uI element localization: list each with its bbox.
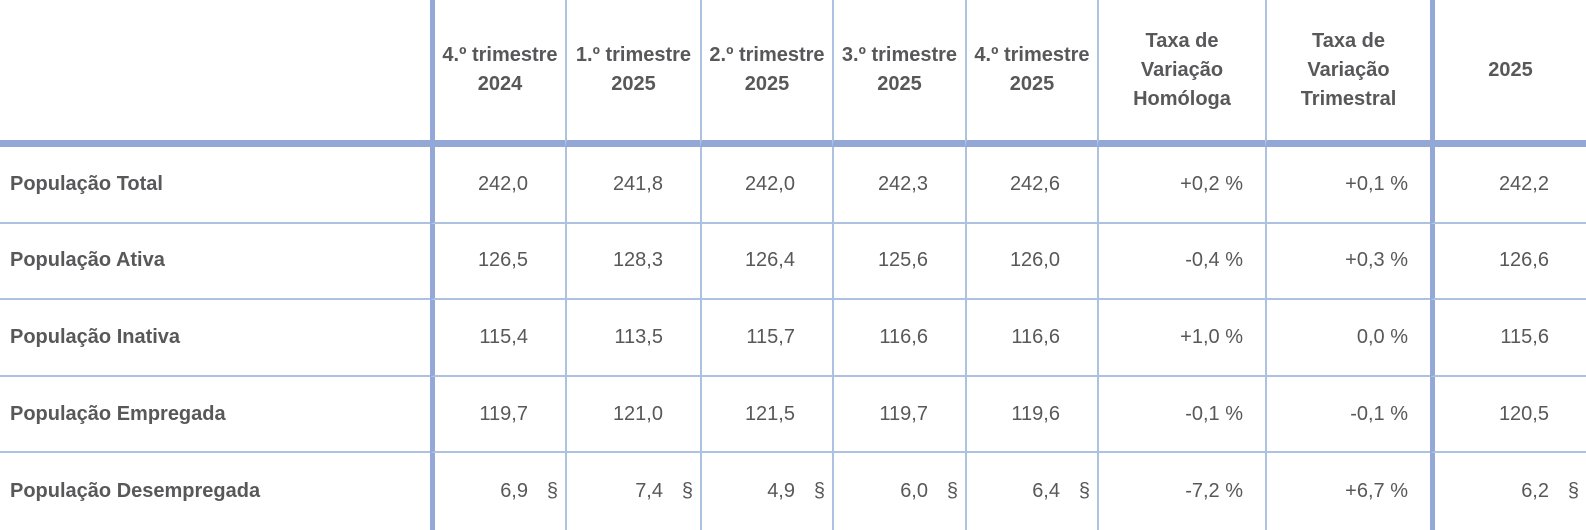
cell-annual: 120,5 (1430, 376, 1586, 454)
table-cell: 115,7 (700, 300, 832, 377)
cell-value: 116,6 (879, 325, 928, 348)
row-label-populacao-ativa: População Ativa (0, 224, 430, 301)
cell-value: 4,9 (767, 480, 795, 503)
cell-value: 116,6 (1011, 325, 1060, 348)
cell-value: 121,5 (744, 402, 795, 425)
cell-value: 242,3 (877, 172, 928, 195)
cell-taxa-homologa: -7,2 % (1097, 453, 1265, 530)
section-flag: § (946, 480, 958, 503)
cell-annual: 242,2 (1430, 147, 1586, 224)
table-cell: 116,6 (832, 300, 965, 377)
table-cell: 125,6 (832, 223, 965, 301)
col-header-q4-2024: 4.º trimestre 2024 (430, 0, 565, 147)
cell-value: 120,5 (1498, 402, 1549, 425)
cell-value: 6,9 (500, 480, 528, 503)
cell-value: 126,0 (1009, 249, 1060, 272)
cell-taxa-homologa: +0,2 % (1097, 147, 1265, 224)
table-cell: 242,6 (965, 147, 1097, 224)
cell-value: 119,6 (1011, 402, 1060, 425)
col-header-taxa-variacao-homologa: Taxa de Variação Homóloga (1097, 0, 1265, 147)
cell-value: 7,4 (635, 480, 663, 503)
section-flag: § (546, 480, 558, 503)
section-flag: § (813, 480, 825, 503)
cell-value: 241,8 (612, 172, 663, 195)
cell-value: 126,5 (477, 249, 528, 272)
table-cell: 128,3 (565, 223, 700, 301)
table-cell: 241,8 (565, 147, 700, 224)
cell-value: 242,0 (744, 172, 795, 195)
cell-taxa-homologa: +1,0 % (1097, 300, 1265, 377)
table-cell: 113,5 (565, 300, 700, 377)
table-cell: 119,7 (430, 376, 565, 454)
cell-annual: 115,6 (1430, 300, 1586, 377)
cell-taxa-trimestral: -0,1 % (1265, 376, 1430, 454)
table-cell: 6,9 § (430, 453, 565, 530)
cell-taxa-trimestral: 0,0 % (1265, 300, 1430, 377)
table-cell: 115,4 (430, 300, 565, 377)
cell-taxa-homologa: -0,4 % (1097, 223, 1265, 301)
cell-taxa-trimestral: +0,1 % (1265, 147, 1430, 224)
section-flag: § (681, 480, 693, 503)
section-flag: § (1567, 480, 1579, 503)
table-cell: 126,0 (965, 223, 1097, 301)
corner-cell (0, 0, 430, 147)
cell-value: 126,6 (1498, 249, 1549, 272)
table-cell: 7,4 § (565, 453, 700, 530)
cell-annual: 6,2 § (1430, 453, 1586, 530)
cell-value: 242,2 (1498, 172, 1549, 195)
cell-value: 128,3 (612, 249, 663, 272)
row-label-populacao-inativa: População Inativa (0, 300, 430, 377)
table-cell: 6,4 § (965, 453, 1097, 530)
section-flag: § (1078, 480, 1090, 503)
col-header-q4-2025: 4.º trimestre 2025 (965, 0, 1097, 147)
cell-value: 119,7 (879, 402, 928, 425)
cell-value: 6,0 (900, 480, 928, 503)
cell-taxa-trimestral: +6,7 % (1265, 453, 1430, 530)
table-cell: 126,5 (430, 223, 565, 301)
cell-value: 121,0 (612, 402, 663, 425)
cell-value: 6,4 (1032, 480, 1060, 503)
cell-value: 242,0 (477, 172, 528, 195)
col-header-q1-2025: 1.º trimestre 2025 (565, 0, 700, 147)
cell-annual: 126,6 (1430, 223, 1586, 301)
cell-taxa-trimestral: +0,3 % (1265, 223, 1430, 301)
table-cell: 121,0 (565, 376, 700, 454)
table-cell: 119,7 (832, 376, 965, 454)
cell-value: 119,7 (479, 402, 528, 425)
row-label-populacao-empregada: População Empregada (0, 377, 430, 454)
table-cell: 121,5 (700, 376, 832, 454)
table-cell: 4,9 § (700, 453, 832, 530)
col-header-2025-annual: 2025 (1430, 0, 1586, 147)
col-header-taxa-variacao-trimestral: Taxa de Variação Trimestral (1265, 0, 1430, 147)
cell-taxa-homologa: -0,1 % (1097, 376, 1265, 454)
cell-value: 115,4 (479, 325, 528, 348)
cell-value: 126,4 (744, 249, 795, 272)
cell-value: 125,6 (877, 249, 928, 272)
cell-value: 115,6 (1500, 325, 1549, 348)
table-cell: 242,0 (430, 147, 565, 224)
cell-value: 242,6 (1009, 172, 1060, 195)
col-header-q2-2025: 2.º trimestre 2025 (700, 0, 832, 147)
table-cell: 6,0 § (832, 453, 965, 530)
table-cell: 116,6 (965, 300, 1097, 377)
row-label-populacao-total: População Total (0, 147, 430, 224)
cell-value: 6,2 (1521, 480, 1549, 503)
cell-value: 113,5 (614, 325, 663, 348)
table-cell: 119,6 (965, 376, 1097, 454)
row-label-populacao-desempregada: População Desempregada (10, 480, 261, 503)
table-cell: 242,0 (700, 147, 832, 224)
table-cell: 242,3 (832, 147, 965, 224)
cell-value: 115,7 (746, 325, 795, 348)
table-cell: 126,4 (700, 223, 832, 301)
col-header-q3-2025: 3.º trimestre 2025 (832, 0, 965, 147)
